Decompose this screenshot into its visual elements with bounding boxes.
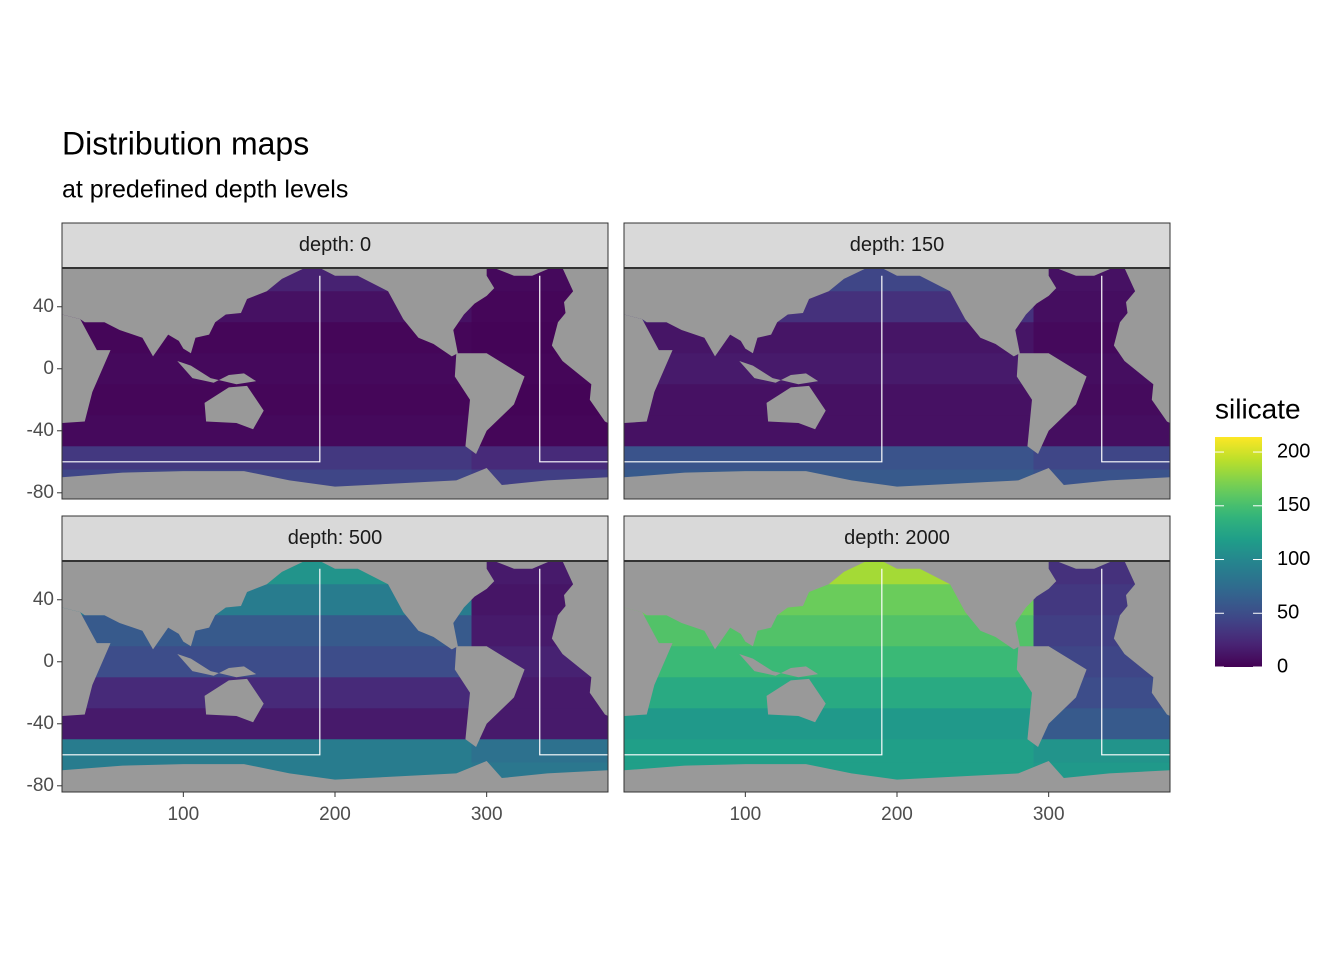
raster-cell xyxy=(62,353,472,385)
land xyxy=(624,268,867,357)
panel xyxy=(62,561,608,792)
x-tick-label: 200 xyxy=(319,804,351,825)
raster-cell xyxy=(624,739,1034,764)
colorbar-tick-label: 200 xyxy=(1277,440,1310,462)
chart-title: Distribution maps xyxy=(62,125,309,161)
y-tick-label: 0 xyxy=(43,651,54,672)
land xyxy=(319,268,495,357)
raster-cell xyxy=(624,415,1034,447)
colorbar-tick-label: 100 xyxy=(1277,548,1310,570)
land xyxy=(624,760,1170,792)
land xyxy=(739,361,819,385)
panel xyxy=(624,561,1170,792)
region-outline xyxy=(624,568,883,756)
panel xyxy=(624,268,1170,499)
region-outline xyxy=(62,568,321,756)
land xyxy=(739,654,819,678)
colorbar xyxy=(1215,437,1262,667)
raster-cell xyxy=(62,384,472,416)
land xyxy=(62,467,608,499)
raster-cell xyxy=(624,384,1034,416)
x-tick-label: 200 xyxy=(881,804,913,825)
land xyxy=(551,268,608,424)
land xyxy=(1016,646,1087,748)
colorbar-tick-label: 0 xyxy=(1277,655,1288,677)
land xyxy=(624,561,867,650)
raster-cell xyxy=(624,708,1034,740)
region-outline xyxy=(1101,568,1170,756)
strip xyxy=(61,515,609,562)
y-tick-label: 40 xyxy=(33,296,54,317)
strip-label: depth: 2000 xyxy=(844,527,950,549)
land xyxy=(881,561,1057,650)
strip-label: depth: 500 xyxy=(288,527,383,549)
land xyxy=(881,268,1057,357)
raster-cell xyxy=(62,708,472,740)
x-tick-label: 100 xyxy=(167,804,199,825)
land xyxy=(62,314,111,424)
strip xyxy=(623,222,1171,269)
land xyxy=(454,353,525,455)
land xyxy=(204,678,264,723)
land xyxy=(1056,561,1113,569)
strip-label: depth: 0 xyxy=(299,234,371,256)
land xyxy=(766,678,826,723)
land xyxy=(177,361,257,385)
y-tick-label: 40 xyxy=(33,589,54,610)
raster-cell xyxy=(62,446,472,471)
raster-cell xyxy=(624,353,1034,385)
land xyxy=(454,646,525,748)
colorbar-tick-label: 150 xyxy=(1277,494,1310,516)
raster-cell xyxy=(624,646,1034,678)
raster-cell xyxy=(62,739,472,764)
panel-border xyxy=(61,267,609,500)
land xyxy=(62,607,111,717)
colorbar-tick-label: 50 xyxy=(1277,602,1299,624)
land xyxy=(62,561,305,650)
raster-cell xyxy=(624,677,1034,709)
land xyxy=(624,607,673,717)
region-outline xyxy=(62,275,321,463)
land xyxy=(624,314,673,424)
legend-title: silicate xyxy=(1215,393,1301,424)
y-tick-label: 0 xyxy=(43,358,54,379)
land xyxy=(1113,561,1170,717)
raster-cell xyxy=(62,646,472,678)
region-outline xyxy=(1101,275,1170,463)
strip-label: depth: 150 xyxy=(850,234,945,256)
chart-subtitle: at predefined depth levels xyxy=(62,176,348,204)
y-tick-label: -80 xyxy=(27,482,54,503)
raster-cell xyxy=(62,415,472,447)
land xyxy=(624,467,1170,499)
raster-cell xyxy=(62,677,472,709)
land xyxy=(1056,268,1113,276)
land xyxy=(494,561,551,569)
region-outline xyxy=(539,275,608,463)
x-tick-label: 300 xyxy=(1033,804,1065,825)
land xyxy=(62,760,608,792)
region-outline xyxy=(539,568,608,756)
x-tick-label: 100 xyxy=(729,804,761,825)
land xyxy=(319,561,495,650)
x-tick-label: 300 xyxy=(471,804,503,825)
land xyxy=(62,268,305,357)
land xyxy=(1113,268,1170,424)
y-tick-label: -80 xyxy=(27,775,54,796)
land xyxy=(766,385,826,430)
region-outline xyxy=(624,275,883,463)
land xyxy=(204,385,264,430)
y-tick-label: -40 xyxy=(27,713,54,734)
panel-border xyxy=(623,267,1171,500)
strip xyxy=(61,222,609,269)
land xyxy=(177,654,257,678)
land xyxy=(551,561,608,717)
y-tick-label: -40 xyxy=(27,420,54,441)
land xyxy=(1016,353,1087,455)
land xyxy=(494,268,551,276)
panel xyxy=(62,268,608,499)
raster-cell xyxy=(624,446,1034,471)
